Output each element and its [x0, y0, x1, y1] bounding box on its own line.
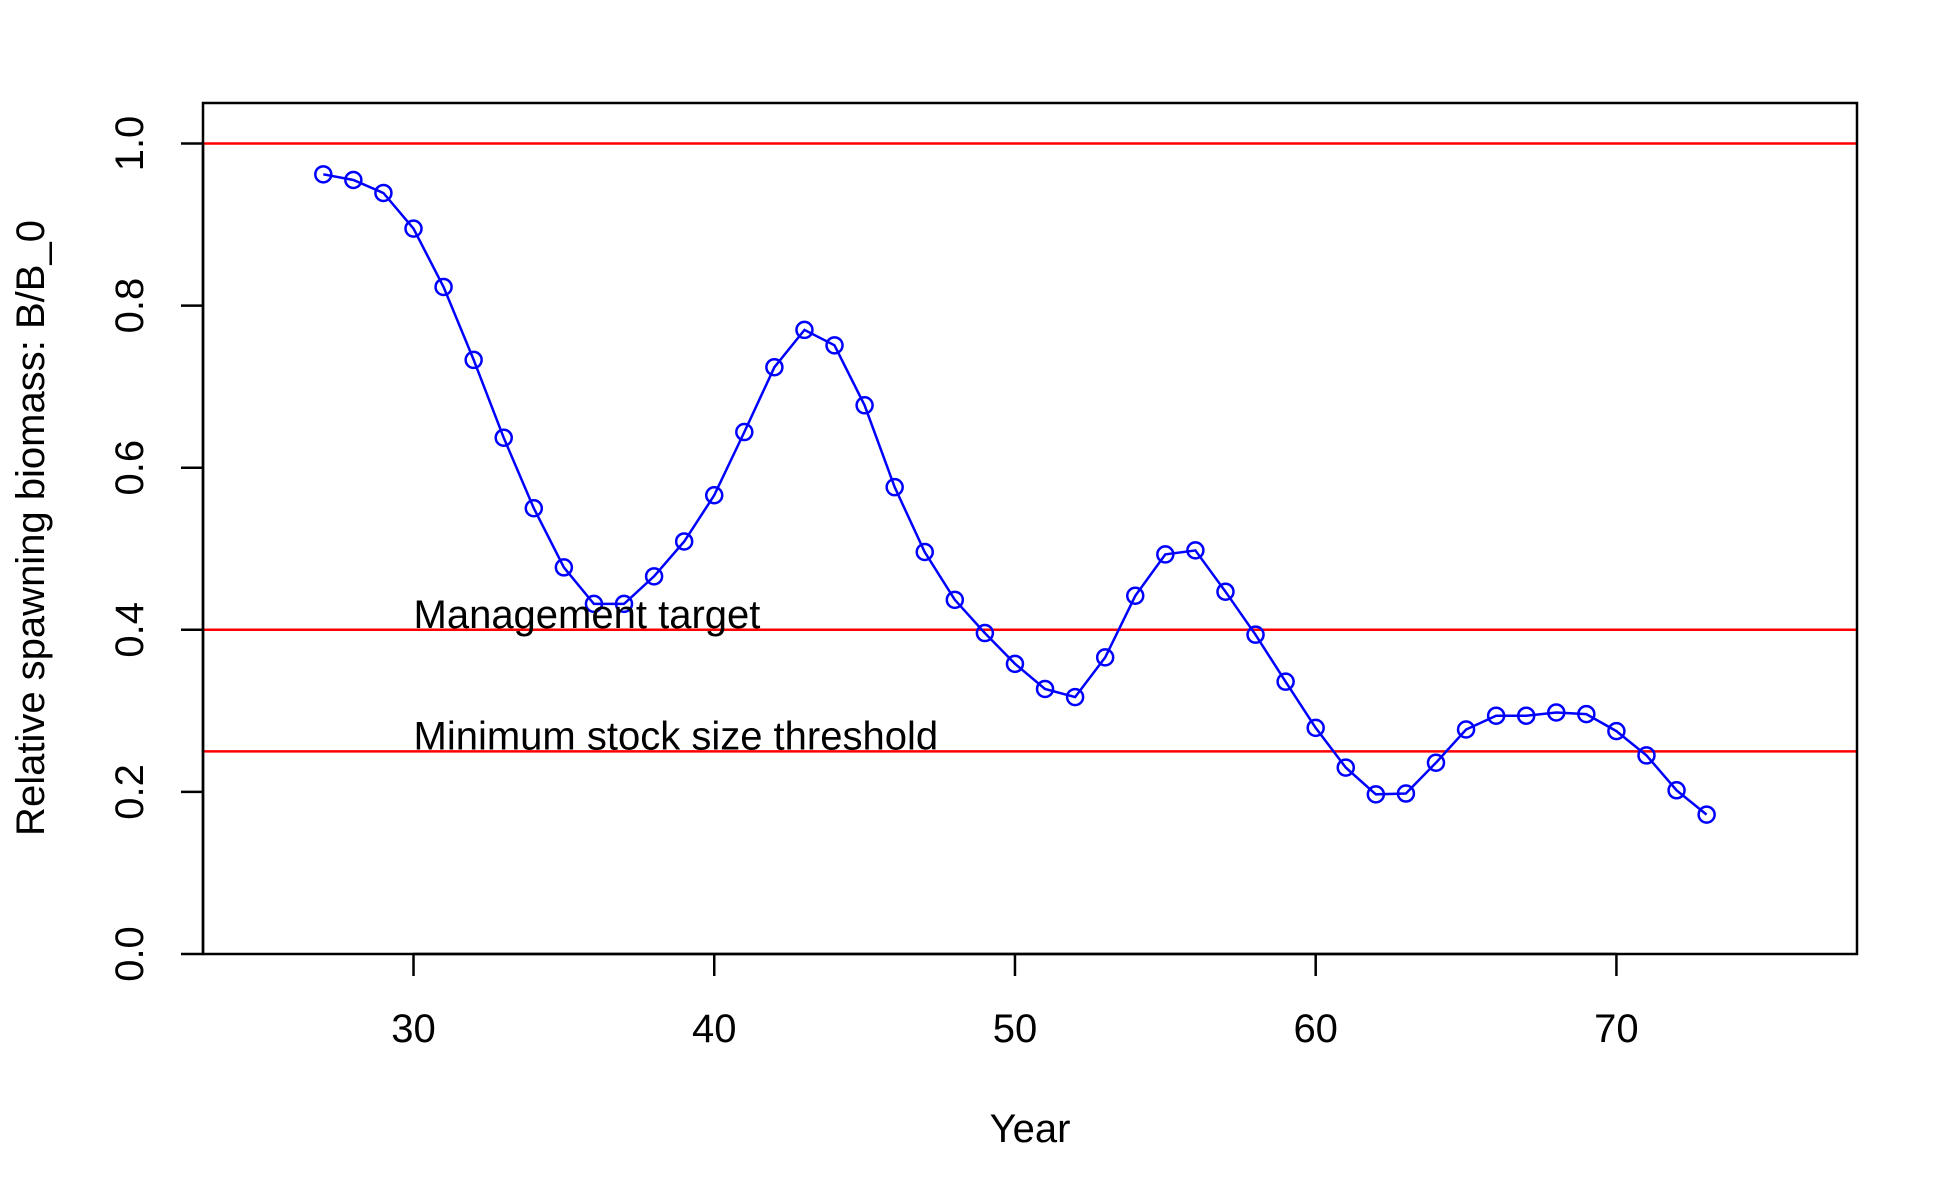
data-point — [1216, 582, 1235, 601]
data-point — [1547, 703, 1566, 722]
y-tick-label: 0.2 — [108, 764, 152, 820]
data-point — [1186, 541, 1205, 560]
data-point — [344, 170, 363, 190]
data-point — [314, 165, 333, 184]
data-point — [855, 396, 874, 415]
data-point — [554, 558, 574, 577]
data-point — [1246, 625, 1265, 644]
data-point — [945, 590, 965, 610]
data-point — [885, 477, 904, 497]
data-point — [1456, 720, 1476, 739]
data-point — [374, 183, 393, 203]
annotations: Management target Minimum stock size thre… — [414, 593, 939, 759]
data-point — [975, 623, 995, 643]
data-point — [1366, 785, 1386, 804]
y-tick-label: 0.6 — [108, 440, 152, 496]
data-point — [1516, 706, 1536, 725]
y-tick-label: 0.0 — [108, 926, 152, 982]
x-tick-label: 30 — [391, 1007, 436, 1051]
y-tick-label: 0.8 — [108, 278, 152, 334]
x-tick-label: 60 — [1293, 1007, 1338, 1051]
data-point — [735, 422, 754, 442]
data-point — [614, 594, 634, 614]
data-point — [1065, 687, 1085, 707]
data-point — [674, 532, 694, 551]
data-point — [404, 219, 423, 238]
data-point — [1005, 654, 1025, 674]
data-point — [584, 594, 604, 614]
annotation-0: Management target — [414, 593, 761, 637]
data-point — [1426, 753, 1446, 772]
x-tick-label: 70 — [1594, 1007, 1639, 1051]
data-point — [434, 277, 453, 297]
data-point — [765, 357, 784, 377]
data-point — [1276, 672, 1295, 691]
series-line — [323, 173, 1708, 816]
x-axis: 30 40 50 60 70 — [391, 952, 1639, 1051]
x-axis-label: Year — [990, 1107, 1071, 1151]
data-point — [704, 486, 724, 505]
series-biomass — [314, 165, 1716, 824]
data-point — [1607, 721, 1626, 741]
x-tick-label: 50 — [993, 1007, 1038, 1051]
data-point — [464, 350, 483, 370]
reference-lines — [203, 142, 1857, 753]
y-tick-label: 0.4 — [108, 602, 152, 658]
data-point — [1095, 648, 1115, 667]
data-point — [825, 336, 844, 355]
annotation-1: Minimum stock size threshold — [414, 714, 939, 758]
data-point — [524, 498, 544, 518]
data-point — [494, 428, 513, 447]
y-axis: 0.0 0.2 0.4 0.6 0.8 1.0 — [108, 116, 205, 982]
data-point — [1697, 805, 1716, 824]
data-point — [1306, 718, 1325, 738]
data-point — [915, 542, 934, 562]
data-point — [1396, 784, 1416, 803]
data-point — [1126, 586, 1145, 606]
data-point — [644, 567, 664, 586]
data-point — [1577, 704, 1596, 724]
y-tick-label: 1.0 — [108, 116, 152, 172]
data-point — [1156, 545, 1175, 564]
data-point — [1637, 746, 1656, 765]
data-point — [1336, 758, 1356, 777]
y-axis-label: Relative spawning biomass: B/B_0 — [9, 220, 53, 836]
plot-frame — [201, 101, 1859, 956]
data-point — [795, 320, 814, 340]
data-point — [1035, 679, 1055, 699]
x-tick-label: 40 — [692, 1007, 737, 1051]
data-point — [1667, 781, 1686, 800]
data-point — [1486, 706, 1506, 725]
